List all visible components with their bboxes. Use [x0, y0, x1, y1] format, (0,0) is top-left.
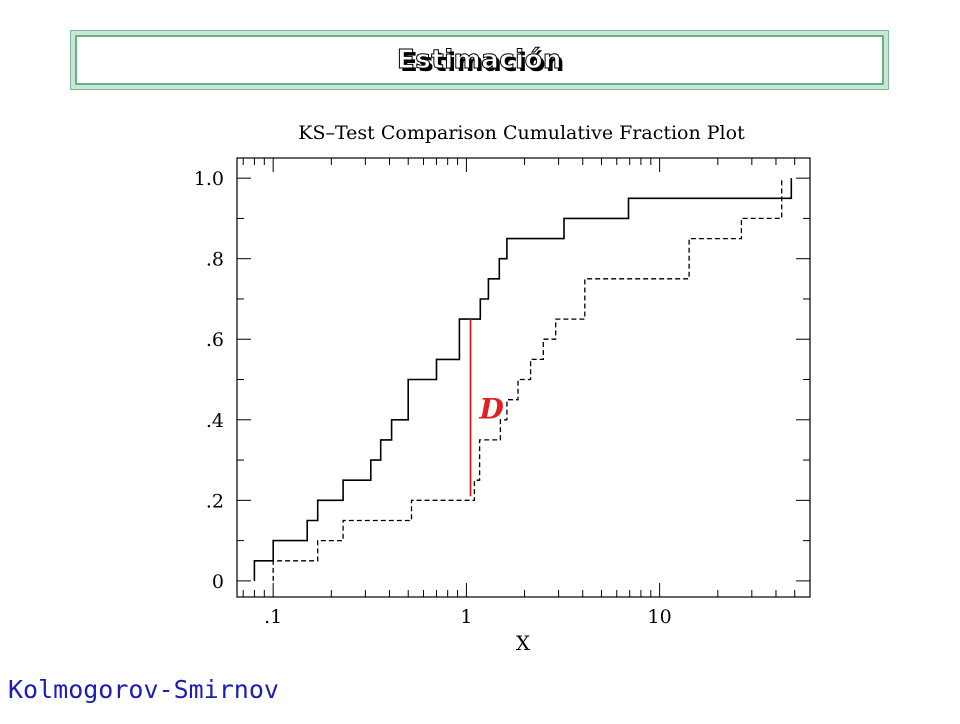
plot-frame	[236, 157, 811, 598]
x-tick-label: 10	[648, 606, 672, 628]
title-inner: Estimación	[75, 35, 884, 85]
y-tick-label: .8	[206, 249, 224, 271]
x-tick-label: 1	[460, 606, 472, 628]
chart-title: KS–Test Comparison Cumulative Fraction P…	[298, 122, 745, 144]
x-axis-label: X	[516, 631, 531, 655]
dashed-cdf-line	[272, 178, 783, 581]
solid-cdf-line	[253, 178, 793, 581]
y-tick-label: 1.0	[194, 168, 224, 190]
y-tick-label: .4	[206, 410, 224, 432]
title-banner: Estimación	[70, 30, 889, 90]
footer-label: Kolmogorov-Smirnov	[8, 675, 279, 704]
y-tick-label: .6	[206, 329, 224, 351]
d-label: D	[478, 393, 504, 426]
y-tick-label: 0	[212, 571, 224, 593]
y-tick-label: .2	[206, 490, 224, 512]
x-tick-label: .1	[264, 606, 282, 628]
slide-title: Estimación	[397, 45, 562, 76]
